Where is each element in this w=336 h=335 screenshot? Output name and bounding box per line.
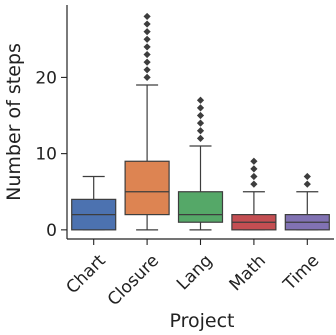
y-tick-label-0: 0: [46, 221, 57, 241]
flier-closure-5: [143, 35, 151, 43]
flier-closure-7: [143, 20, 151, 28]
box-group-lang: [177, 96, 224, 231]
flier-math-1: [250, 172, 258, 181]
box-closure: [124, 160, 170, 216]
flier-closure-2: [143, 58, 151, 66]
x-tick-label-chart: Chart: [63, 251, 110, 298]
flier-closure-3: [143, 50, 151, 59]
box-lang: [177, 191, 224, 223]
box-group-closure: [124, 12, 170, 231]
x-axis-label: Project: [169, 310, 234, 332]
flier-math-3: [250, 157, 258, 165]
y-axis-label: Number of steps: [3, 43, 25, 201]
flier-lang-4: [196, 104, 205, 112]
y-tick-label-20: 20: [35, 68, 57, 88]
flier-closure-8: [143, 12, 151, 21]
flier-lang-5: [196, 96, 205, 104]
box-group-time: [284, 172, 330, 231]
flier-closure-6: [143, 28, 151, 36]
box-group-math: [231, 157, 277, 231]
flier-math-0: [250, 180, 258, 188]
flier-closure-0: [143, 73, 151, 82]
x-tick-label-math: Math: [226, 251, 270, 295]
box-group-chart: [71, 175, 117, 231]
y-tick-label-10: 10: [35, 145, 57, 165]
flier-time-1: [303, 172, 311, 181]
flier-lang-2: [196, 119, 205, 127]
flier-lang-0: [196, 134, 205, 142]
x-tick-label-lang: Lang: [173, 251, 216, 294]
x-tick-label-closure: Closure: [104, 251, 163, 310]
flier-closure-4: [143, 43, 151, 51]
x-tick-label-time: Time: [279, 251, 323, 295]
flier-lang-3: [196, 111, 205, 120]
flier-lang-1: [196, 127, 205, 135]
boxes-layer: [71, 12, 330, 231]
flier-closure-1: [143, 66, 151, 74]
flier-math-2: [250, 165, 258, 173]
flier-time-0: [303, 180, 311, 188]
